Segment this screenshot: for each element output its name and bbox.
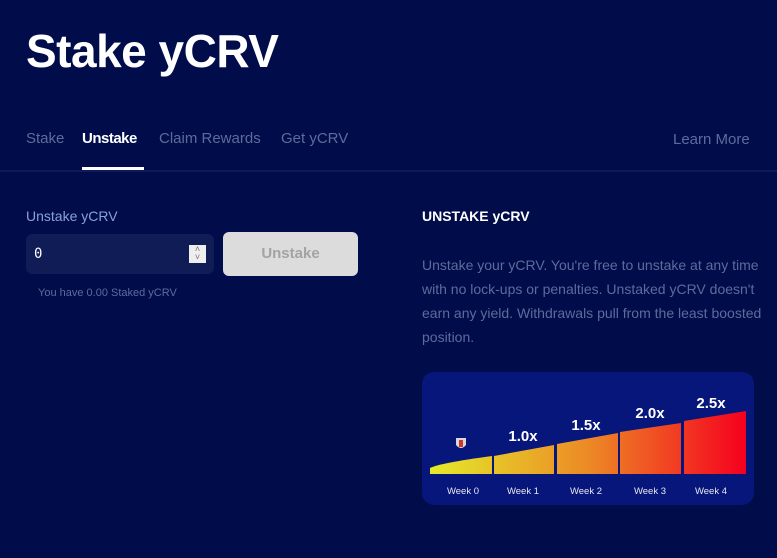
info-description: Unstake your yCRV. You're free to unstak… (422, 257, 762, 345)
week-0-bar (430, 456, 492, 474)
learn-more-link[interactable]: Learn More (673, 131, 750, 148)
stepper-icon[interactable]: ˄ ˅ (189, 245, 206, 263)
tab-get-ycrv[interactable]: Get yCRV (281, 130, 349, 147)
active-tab-indicator (82, 167, 144, 170)
week-4-label: Week 4 (695, 486, 727, 497)
page-title: Stake yCRV (26, 25, 279, 77)
week-3-bar (620, 423, 681, 474)
unstake-button[interactable]: Unstake (223, 232, 358, 276)
multiplier-week-3: 2.0x (635, 405, 665, 422)
boost-graphic: 1.0x 1.5x 2.0x 2.5x Week 0 Week 1 Week 2… (422, 372, 754, 505)
staked-balance-hint: You have 0.00 Staked yCRV (38, 287, 177, 299)
tab-claim-rewards[interactable]: Claim Rewards (159, 130, 261, 147)
multiplier-week-2: 1.5x (571, 417, 601, 434)
boost-svg: 1.0x 1.5x 2.0x 2.5x Week 0 Week 1 Week 2… (430, 395, 746, 497)
week-1-bar (494, 445, 554, 474)
week-2-label: Week 2 (570, 486, 602, 497)
week-2-bar (557, 433, 618, 474)
info-title: UNSTAKE yCRV (422, 208, 530, 224)
multiplier-week-4: 2.5x (696, 395, 726, 412)
week-1-label: Week 1 (507, 486, 539, 497)
multiplier-week-1: 1.0x (508, 428, 538, 445)
week-4-bar (684, 411, 746, 474)
unstake-amount-input[interactable]: 0 ˄ ˅ (26, 234, 214, 274)
tab-stake[interactable]: Stake (26, 130, 65, 147)
tab-unstake[interactable]: Unstake (82, 130, 137, 147)
week-3-label: Week 3 (634, 486, 666, 497)
shield-icon (456, 438, 466, 448)
input-value: 0 (34, 246, 43, 262)
week-0-label: Week 0 (447, 486, 479, 497)
unstake-label: Unstake yCRV (26, 208, 118, 224)
divider (0, 170, 777, 172)
